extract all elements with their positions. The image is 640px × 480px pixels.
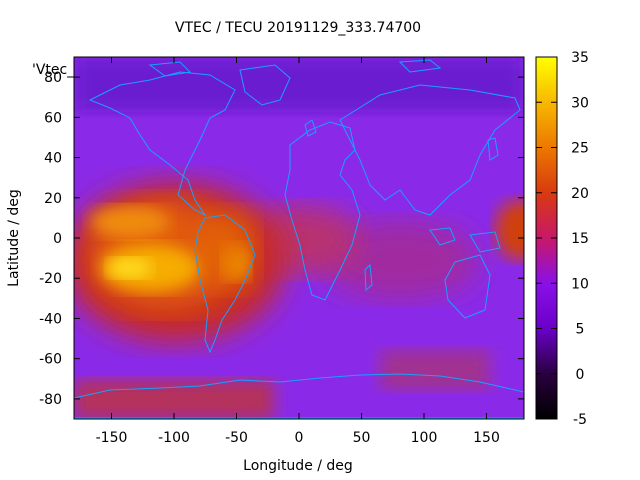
x-tick-label: 150 xyxy=(473,430,500,446)
coastlines xyxy=(74,59,524,419)
heatmap-anomaly-peak xyxy=(108,258,152,278)
x-tick-label: -50 xyxy=(225,430,248,446)
x-tick-label: 50 xyxy=(353,430,371,446)
y-tick-label: 60 xyxy=(44,110,62,126)
x-axis-label: Longitude / deg xyxy=(243,458,353,474)
colorbar-axis: -5 0 5 10 15 20 25 30 35 xyxy=(536,50,589,428)
colorbar-tick-label: 5 xyxy=(576,322,585,338)
y-tick-label: 80 xyxy=(44,70,62,86)
colorbar-tick-label: 30 xyxy=(571,95,589,111)
colorbar-tick-label: 20 xyxy=(571,186,589,202)
heatmap-antarctic-band xyxy=(74,380,274,419)
y-tick-label: 20 xyxy=(44,191,62,207)
colorbar-tick-label: 25 xyxy=(571,141,589,157)
heatmap-south-america-glow xyxy=(202,210,258,290)
x-tick-label: -150 xyxy=(96,430,128,446)
colorbar-tick-label: -5 xyxy=(573,412,587,428)
y-tick-label: 40 xyxy=(44,151,62,167)
x-tick-label: 100 xyxy=(411,430,438,446)
heatmap-antarctic-band-east xyxy=(380,350,490,390)
y-axis: -80 -60 -40 -20 0 20 40 60 80 xyxy=(39,70,524,408)
colorbar-tick-label: 15 xyxy=(571,231,589,247)
y-axis-label: Latitude / deg xyxy=(6,189,22,287)
heatmap-northern-low xyxy=(74,57,524,112)
x-tick-label: 0 xyxy=(295,430,304,446)
colorbar-tick-label: 35 xyxy=(571,50,589,66)
x-tick-label: -100 xyxy=(158,430,190,446)
y-tick-label: -80 xyxy=(39,392,62,408)
y-tick-label: -60 xyxy=(39,352,62,368)
x-axis: -150 -100 -50 0 50 100 150 xyxy=(96,57,500,446)
legend-key-label: 'Vtec_ xyxy=(32,62,75,78)
y-tick-label: 0 xyxy=(53,231,62,247)
chart-title: VTEC / TECU 20191129_333.74700 xyxy=(175,20,421,36)
colorbar-tick-label: 0 xyxy=(576,367,585,383)
colorbar-tick-label: 10 xyxy=(571,276,589,292)
y-tick-label: -20 xyxy=(39,271,62,287)
y-tick-label: -40 xyxy=(39,311,62,327)
heatmap-east-edge xyxy=(495,200,524,260)
heatmap-anomaly-north-crest xyxy=(90,206,170,238)
heatmap-field xyxy=(74,57,524,419)
